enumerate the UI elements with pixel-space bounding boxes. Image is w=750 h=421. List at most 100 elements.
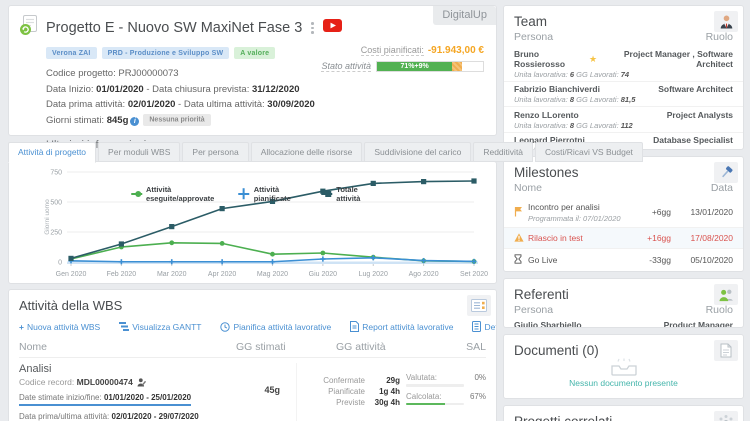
col-gg-attivita: GG attività [336, 341, 386, 353]
tag-tipo: A valore [234, 47, 276, 59]
progetti-correlati-card: Progetti correlati [503, 405, 744, 421]
svg-text:Mar 2020: Mar 2020 [157, 271, 187, 278]
wbs-record-code: Codice record: MDL00000474 [19, 377, 236, 387]
team-row: Fabrizio Bianchiverdi Software Architect … [504, 80, 743, 107]
status-bar-green: 71%+9% [377, 62, 453, 71]
digitalup-logo: DigitalUp [433, 6, 496, 25]
svg-text:Lug 2020: Lug 2020 [359, 271, 388, 278]
col-nome: Nome [19, 341, 48, 353]
work-activities-report-button[interactable]: Report attività lavorative [350, 321, 453, 332]
svg-text:Mag 2020: Mag 2020 [257, 271, 288, 278]
referente-row: Giulio Sbarbiello Product Manager [514, 320, 733, 328]
milestones-button[interactable] [714, 162, 738, 183]
person-avatar-icon [720, 15, 732, 29]
info-icon[interactable]: i [130, 116, 140, 126]
svg-text:Gen 2020: Gen 2020 [56, 271, 87, 278]
report-doc-icon [350, 321, 360, 332]
view-gantt-button[interactable]: Visualizza GANTT [119, 321, 201, 332]
svg-text:0: 0 [58, 260, 62, 267]
project-tabs: Attività di progetto Per moduli WBS Per … [8, 142, 643, 163]
chart-legend: Attività eseguite/approvate Attività pia… [130, 185, 375, 203]
tab-allocazione-risorse[interactable]: Allocazione delle risorse [250, 142, 363, 162]
project-header-card: DigitalUp Progetto E - Nuovo SW MaxiNet … [8, 5, 497, 151]
wbs-table-headers: Nome GG stimati GG attività SAL [19, 341, 486, 358]
project-days-line: Giorni stimati: 845g i Nessuna priorità [46, 113, 486, 129]
tab-redditivita[interactable]: Redditività [473, 142, 534, 162]
col-gg-stimati: GG stimati [236, 341, 286, 353]
wbs-actual-dates: Data prima/ultima attività: 02/01/2020 -… [19, 412, 199, 421]
referenti-button[interactable] [714, 284, 738, 305]
legend-item-pianificate: Attività pianificate [238, 185, 306, 203]
legend-item-eseguite: Attività eseguite/approvate [130, 185, 223, 203]
documents-empty-state: Nessun documento presente [504, 357, 743, 388]
referenti-title: Referenti [514, 287, 569, 302]
people-icon [719, 289, 733, 301]
col-sal: SAL [466, 341, 486, 353]
wbs-sal-block: Valutata: 0% Calcolata: 67% [406, 363, 486, 421]
documenti-title: Documenti (0) [514, 343, 599, 358]
tag-reparto: PRD - Produzione e Sviluppo SW [101, 47, 230, 59]
costs-block: Costi pianificati: -91.943,00 € Stato att… [321, 45, 484, 72]
milestone-row: Incontro per analisi Programmata il: 07/0… [504, 197, 743, 227]
team-headers: Persona Ruolo [514, 31, 733, 43]
tab-per-moduli-wbs[interactable]: Per moduli WBS [98, 142, 181, 162]
wbs-actions: + Nuova attività WBS Visualizza GANTT Pia… [19, 321, 496, 332]
team-button[interactable] [714, 11, 738, 32]
activity-line-chart: 0 250 500 750 Gen 2020 Feb 2020 Mar 2020 Apr 20… [44, 170, 488, 279]
svg-text:Feb 2020: Feb 2020 [107, 271, 137, 278]
kebab-menu-icon[interactable] [309, 20, 316, 36]
project-code-value: PRJ00000073 [118, 68, 179, 79]
team-title: Team [514, 14, 548, 29]
referenti-card: Referenti Persona Ruolo Giulio Sbarbiello… [503, 278, 744, 328]
progetti-correlati-title: Progetti correlati [504, 406, 743, 421]
svg-text:Apr 2020: Apr 2020 [208, 271, 237, 278]
work-activities-detail-button[interactable]: Dettaglio attività lavorative [472, 321, 496, 332]
sal-valutata-bar [406, 384, 464, 387]
documenti-card: Documenti (0) Nessun documento presente [503, 334, 744, 399]
detail-doc-icon [472, 321, 482, 332]
project-icon [19, 15, 39, 41]
milestones-headers: Nome Data [514, 182, 733, 194]
team-card: Team Persona Ruolo Bruno Rossierosso ★ Proj… [503, 5, 744, 150]
documenti-button[interactable] [714, 340, 738, 361]
network-icon [719, 414, 733, 421]
svg-text:250: 250 [50, 230, 62, 237]
planned-costs-value: -91.943,00 € [427, 45, 484, 56]
progetti-correlati-button[interactable] [714, 411, 738, 421]
svg-text:Set 2020: Set 2020 [460, 271, 488, 278]
wbs-title: Attività della WBS [19, 298, 123, 313]
referenti-headers: Persona Ruolo [514, 304, 733, 316]
tab-per-persona[interactable]: Per persona [182, 142, 249, 162]
youtube-icon[interactable] [322, 19, 342, 37]
priority-badge: Nessuna priorità [143, 114, 211, 126]
tag-sede: Verona ZAI [46, 47, 97, 59]
wbs-row-name-block: Analisi Codice record: MDL00000474 Date … [19, 363, 236, 421]
activity-status-label: Stato attività [321, 61, 371, 72]
user-edit-icon[interactable] [137, 377, 146, 387]
tab-suddivisione-carico[interactable]: Suddivisione del carico [364, 142, 472, 162]
plan-work-activities-button[interactable]: Pianifica attività lavorative [220, 321, 331, 332]
planned-costs: Costi pianificati: -91.943,00 € [321, 45, 484, 56]
side-column: Team Persona Ruolo Bruno Rossierosso ★ Proj… [503, 5, 744, 421]
status-bar-orange [452, 62, 462, 71]
activity-status-bar: 71%+9% [376, 61, 484, 72]
new-wbs-activity-button[interactable]: + Nuova attività WBS [19, 321, 101, 332]
svg-text:750: 750 [50, 170, 62, 177]
clock-icon [220, 321, 231, 332]
warning-icon [514, 232, 528, 244]
wbs-row-analisi: Analisi Codice record: MDL00000474 Date … [19, 358, 486, 421]
wbs-gg-estimated: 45g [264, 384, 280, 395]
tab-costi-ricavi[interactable]: Costi/Ricavi VS Budget [535, 142, 643, 162]
milestone-row: Go Live -33gg 05/10/2020 [504, 248, 743, 270]
milestones-title: Milestones [514, 165, 579, 180]
tab-attivita-di-progetto[interactable]: Attività di progetto [8, 142, 97, 163]
milestone-row: Rilascio in test +16gg 17/08/2020 [504, 227, 743, 248]
wbs-estimated-dates: Date stimate inizio/fine: 01/01/2020 - 2… [19, 393, 192, 406]
hammer-icon [721, 166, 733, 178]
wbs-gg-activity: Confermate 29g Pianificate 1g 4h Previste 3… [296, 363, 406, 421]
svg-text:Giu 2020: Giu 2020 [309, 271, 338, 278]
legend-item-totale: Totale attività [321, 185, 374, 203]
flag-icon [514, 206, 528, 219]
wbs-layout-button[interactable] [467, 295, 491, 316]
table-layout-icon [471, 299, 487, 312]
